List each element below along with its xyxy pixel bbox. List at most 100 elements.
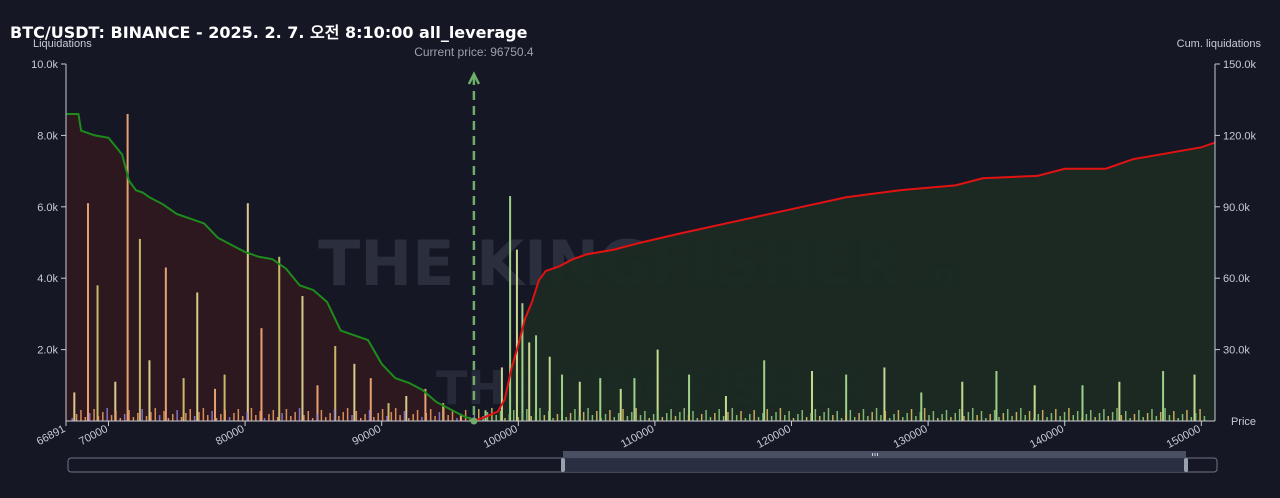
bar-minor [652,414,655,421]
bar-minor [110,415,113,421]
zoom-slider[interactable] [67,451,1218,473]
bar-minor [1107,416,1110,421]
bar-short [724,396,727,421]
bar-minor [316,414,318,421]
bar-long [96,285,99,421]
bar-minor [683,408,685,421]
x-tick-label: 70000 [77,423,110,448]
bar-minor [893,414,895,421]
bar-minor [587,408,589,421]
bar-minor [263,418,266,421]
bar-minor [154,408,157,421]
bar-minor [1120,415,1123,421]
bar-minor [622,409,624,421]
bar-short [883,367,886,421]
bar-long [164,267,167,421]
bar-minor [512,410,515,421]
bar-minor [132,417,135,421]
bar-minor [626,416,629,421]
bar-minor [1090,410,1092,421]
bar-short [535,335,538,421]
bar-minor [329,413,331,421]
bar-minor [714,413,716,421]
bar-minor [460,414,463,421]
bar-minor [193,416,196,421]
bar-minor [88,413,91,421]
bar-minor [915,416,917,421]
bar-minor [241,416,244,421]
bar-minor [867,416,869,421]
bar-short [961,381,964,421]
x-tick-label: 80000 [214,423,247,448]
bar-minor [443,408,445,421]
bar-minor [1085,414,1088,421]
bar-minor [1133,414,1136,421]
bar-minor [1020,408,1022,421]
bar-minor [93,409,95,421]
bar-minor [158,415,161,421]
bar-minor [840,418,843,421]
bar-minor [530,416,532,421]
bar-minor [237,409,240,421]
bar-short [619,388,622,421]
bar-minor [770,416,773,421]
bar-minor [123,414,126,421]
bar-minor [661,417,664,421]
bar-minor [547,411,550,421]
bar-short [509,196,512,421]
bar-minor [657,410,659,421]
bar-minor [390,412,393,421]
bar-minor [246,412,248,421]
bar-minor [198,412,200,421]
x-tick-label: 66891 [35,423,68,448]
bar-minor [797,414,799,421]
bar-minor [141,409,143,421]
bar-minor [792,418,795,421]
bar-minor [220,414,222,421]
bar-minor [604,414,607,421]
bar-minor [307,411,310,421]
bar-long [126,113,129,421]
bar-minor [1194,413,1197,421]
bar-long [148,360,151,421]
bar-minor [1081,418,1083,421]
bar-minor [429,409,432,421]
bar-minor [735,415,738,421]
bar-minor [561,410,563,421]
bar-minor [648,418,650,421]
bar-minor [779,408,782,421]
bar-minor [941,414,943,421]
y-tick-label: 8.0k [37,130,58,142]
bar-minor [1190,417,1193,421]
bar-minor [517,417,519,421]
bar-minor [928,415,930,421]
bar-minor [228,417,231,421]
bar-minor [294,412,296,421]
bar-short [688,374,691,421]
bar-minor [1046,417,1048,421]
bar-minor [137,413,139,421]
bar-minor [1155,416,1158,421]
bars-layer [71,113,1206,421]
bar-minor [596,411,598,421]
bar-long [86,203,89,421]
bar-minor [565,417,567,421]
bar-minor [1094,417,1096,421]
bar-minor [753,410,755,421]
bar-minor [976,415,978,421]
bar-minor [351,415,353,421]
bar-minor [1142,417,1144,421]
bar-minor [989,414,991,421]
bar-minor [102,412,104,421]
bar-minor [1055,409,1057,421]
bar-short [995,371,998,421]
bar-long [301,296,304,421]
bar-minor [788,411,790,421]
bar-minor [311,418,314,421]
bar-minor [718,409,720,421]
bar-minor [539,408,541,421]
current-price-label: Current price: 96750.4 [414,45,534,59]
bar-minor [399,415,401,421]
bar-minor [408,418,410,421]
bar-short [528,342,531,421]
